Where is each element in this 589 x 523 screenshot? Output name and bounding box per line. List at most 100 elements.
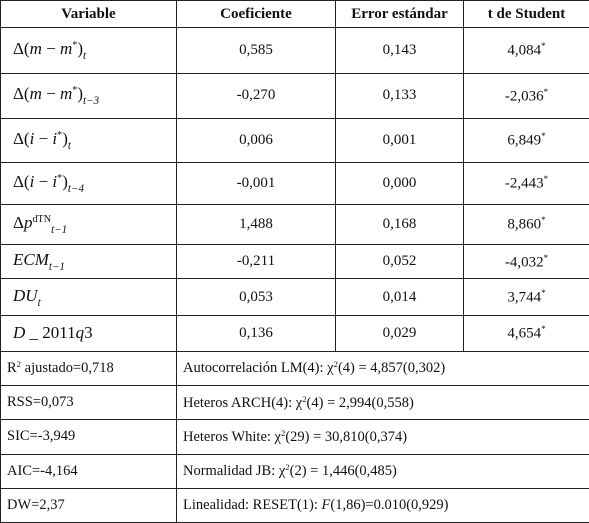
header-cell: Error estándar — [335, 0, 464, 28]
variable-row: ECMt−1 -0,211 0,052 -4,032* — [0, 244, 589, 280]
text-segment: i — [52, 128, 58, 148]
significance-mark: * — [541, 287, 546, 298]
text-segment: 2 — [280, 427, 286, 438]
text-segment: 2 — [285, 462, 290, 473]
variable-cell: ΔpdTNt−1 — [0, 204, 177, 246]
text-segment: t — [83, 50, 87, 63]
text-segment: Δ — [13, 213, 24, 233]
text-segment: Δ( — [13, 171, 30, 191]
coefficient-cell: -0,211 — [176, 244, 336, 280]
stat-right: Normalidad JB: χ2(2) = 1,446(0,485) — [176, 453, 589, 489]
t-stat: 3,744 — [507, 289, 542, 306]
std-error-cell: 0,014 — [335, 278, 464, 316]
text-segment: D — [13, 323, 26, 343]
t-stat: -2,036 — [504, 88, 544, 105]
t-stat: 6,849 — [507, 132, 542, 149]
text-segment: − — [41, 84, 60, 104]
coefficient-cell: 0,136 — [176, 314, 336, 352]
text-segment: (2) = 1,446(0,485) — [289, 463, 397, 480]
variable-row: Δ(i − i*)t 0,006 0,001 6,849* — [0, 117, 589, 163]
std-error-cell: 0,001 — [335, 117, 464, 163]
text-segment: i — [29, 128, 35, 148]
text-segment: Heteros White: χ — [183, 429, 281, 446]
text-segment: * — [72, 85, 78, 97]
t-stat: -4,032 — [504, 254, 544, 271]
text-segment: Linealidad: RESET(1): — [183, 496, 322, 513]
stat-left: SIC=-3,949 — [0, 419, 177, 455]
text-segment: i — [29, 171, 35, 191]
text-segment: 2 — [302, 393, 307, 404]
stat-left: RSS=0,073 — [0, 385, 177, 421]
stat-left: AIC=-4,164 — [0, 453, 177, 489]
significance-mark: * — [543, 252, 549, 263]
text-segment: t−4 — [67, 182, 84, 195]
variable-cell: DUt — [0, 278, 177, 316]
t-stat: 8,860 — [507, 216, 542, 233]
stat-right: Autocorrelación LM(4): χ2(4) = 4,857(0,3… — [176, 350, 589, 387]
text-segment: t−1 — [51, 224, 68, 237]
text-segment: * — [72, 40, 78, 52]
header-cell: Variable — [0, 0, 177, 28]
text-segment: _ 2011 — [25, 323, 76, 343]
text-segment: i — [52, 171, 58, 191]
t-stat-cell: -2,036* — [463, 73, 589, 119]
significance-mark: * — [543, 86, 549, 97]
stat-right: Linealidad: RESET(1): F(1,86)=0.010(0,92… — [176, 487, 589, 523]
text-segment: 2 — [333, 359, 338, 370]
text-segment: t−3 — [83, 95, 100, 108]
significance-mark: * — [543, 174, 549, 185]
text-segment: m — [29, 39, 42, 59]
variable-cell: Δ(i − i*)t−4 — [0, 161, 177, 206]
t-stat: -2,443 — [504, 175, 544, 192]
text-segment: F — [321, 496, 331, 513]
variable-row: ΔpdTNt−1 1,488 0,168 8,860* — [0, 204, 589, 246]
stat-right: Heteros White: χ2(29) = 30,810(0,374) — [176, 419, 589, 455]
std-error-cell: 0,168 — [335, 204, 464, 246]
text-segment: q — [75, 323, 85, 343]
coefficient-cell: -0,270 — [176, 73, 336, 119]
t-stat-cell: 8,860* — [463, 204, 589, 246]
t-stat-cell: 4,654* — [463, 314, 589, 352]
text-segment: SIC=-3,949 — [7, 428, 76, 445]
significance-mark: * — [541, 215, 546, 226]
text-segment: (4) = 4,857(0,302) — [337, 360, 446, 377]
stat-row: R2 ajustado=0,718 Autocorrelación LM(4): … — [0, 350, 589, 387]
text-segment: DW=2,37 — [7, 496, 65, 513]
t-stat-cell: 3,744* — [463, 278, 589, 316]
coefficient-cell: 0,006 — [176, 117, 336, 163]
text-segment: − — [41, 39, 60, 59]
variable-row: D _ 2011q3 0,136 0,029 4,654* — [0, 314, 589, 352]
stat-row: SIC=-3,949 Heteros White: χ2(29) = 30,810… — [0, 419, 589, 455]
text-segment: Normalidad JB: χ — [183, 463, 286, 480]
text-segment: ) — [62, 128, 68, 148]
text-segment: R — [7, 360, 17, 377]
text-segment: (4) = 2,994(0,558) — [306, 394, 414, 411]
text-segment: ECM — [13, 250, 49, 270]
t-stat-cell: 6,849* — [463, 117, 589, 163]
variable-cell: ECMt−1 — [0, 244, 177, 280]
t-stat-cell: 4,084* — [463, 26, 589, 75]
variable-row: Δ(i − i*)t−4 -0,001 0,000 -2,443* — [0, 161, 589, 206]
coefficient-cell: -0,001 — [176, 161, 336, 206]
header-row: Variable Coeficiente Error estándar t de… — [0, 0, 589, 28]
text-segment: 3 — [84, 323, 93, 343]
std-error-cell: 0,133 — [335, 73, 464, 119]
std-error-cell: 0,000 — [335, 161, 464, 206]
stat-row: RSS=0,073 Heteros ARCH(4): χ2(4) = 2,994(… — [0, 385, 589, 421]
text-segment: t — [37, 296, 41, 309]
text-segment: (29) = 30,810(0,374) — [285, 429, 408, 446]
significance-mark: * — [541, 130, 546, 141]
std-error-cell: 0,029 — [335, 314, 464, 352]
text-segment: m — [59, 39, 73, 59]
text-segment: AIC=-4,164 — [7, 462, 78, 479]
coefficient-cell: 0,053 — [176, 278, 336, 316]
text-segment: (1,86)=0.010(0,929) — [330, 496, 449, 513]
coefficient-cell: 0,585 — [176, 26, 336, 75]
text-segment: DU — [13, 285, 38, 305]
text-segment: * — [57, 172, 63, 184]
significance-mark: * — [541, 41, 546, 52]
text-segment: ) — [77, 84, 84, 104]
variable-cell: Δ(m − m*)t — [0, 26, 177, 75]
stat-row: AIC=-4,164 Normalidad JB: χ2(2) = 1,446(0… — [0, 453, 589, 489]
